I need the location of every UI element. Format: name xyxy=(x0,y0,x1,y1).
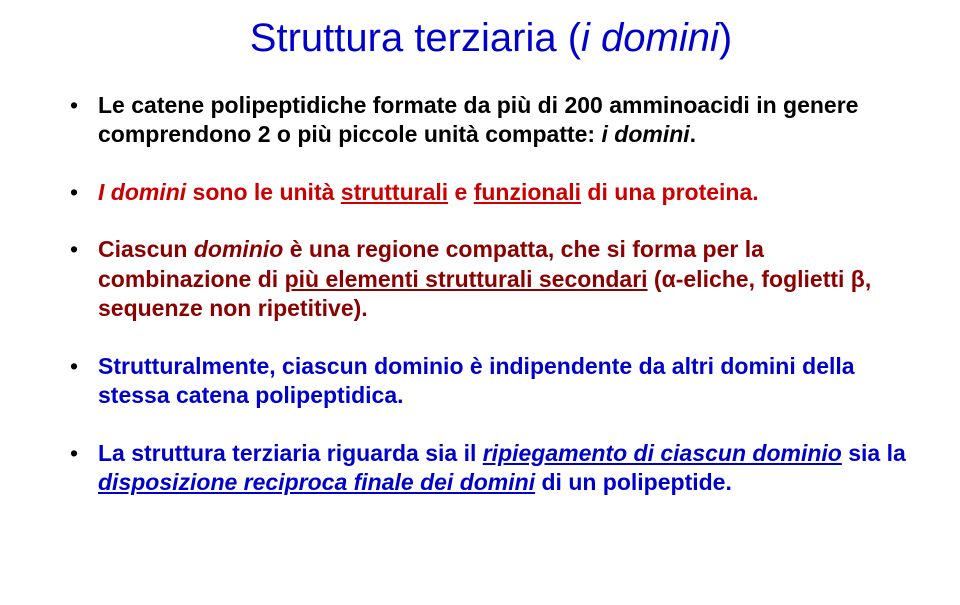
slide-title: Struttura terziaria (i domini) xyxy=(70,16,912,61)
title-part1: Struttura terziaria ( xyxy=(250,16,581,60)
bullet-segment: dominio xyxy=(194,236,283,262)
bullet-item: Le catene polipeptidiche formate da più … xyxy=(70,91,912,150)
title-part3: ) xyxy=(719,16,732,60)
bullet-segment: . xyxy=(690,121,696,147)
bullet-segment: e xyxy=(448,179,474,205)
bullet-segment: di una proteina. xyxy=(581,179,759,205)
bullet-segment: ripiegamento di ciascun dominio xyxy=(483,440,842,466)
bullet-segment: disposizione reciproca finale dei domini xyxy=(98,469,535,495)
bullet-segment: più elementi strutturali secondari xyxy=(285,266,648,292)
bullet-item: I domini sono le unità strutturali e fun… xyxy=(70,178,912,207)
bullet-item: La struttura terziaria riguarda sia il r… xyxy=(70,439,912,498)
bullet-segment: sono le unità xyxy=(186,179,341,205)
bullet-segment: i domini xyxy=(601,121,689,147)
bullet-segment: Strutturalmente, ciascun dominio è indip… xyxy=(98,353,855,408)
slide: Struttura terziaria (i domini) Le catene… xyxy=(0,0,960,605)
bullet-segment: strutturali xyxy=(341,179,448,205)
bullet-segment: I domini xyxy=(98,179,186,205)
bullet-segment: funzionali xyxy=(474,179,581,205)
bullet-segment: La struttura terziaria riguarda sia il xyxy=(98,440,483,466)
bullet-segment: Le catene polipeptidiche formate da più … xyxy=(98,92,858,147)
bullet-list: Le catene polipeptidiche formate da più … xyxy=(70,91,912,497)
bullet-segment: sia la xyxy=(842,440,906,466)
bullet-item: Ciascun dominio è una regione compatta, … xyxy=(70,235,912,323)
bullet-segment: di un polipeptide. xyxy=(535,469,732,495)
bullet-segment: Ciascun xyxy=(98,236,194,262)
bullet-item: Strutturalmente, ciascun dominio è indip… xyxy=(70,352,912,411)
title-part2: i domini xyxy=(581,16,719,60)
